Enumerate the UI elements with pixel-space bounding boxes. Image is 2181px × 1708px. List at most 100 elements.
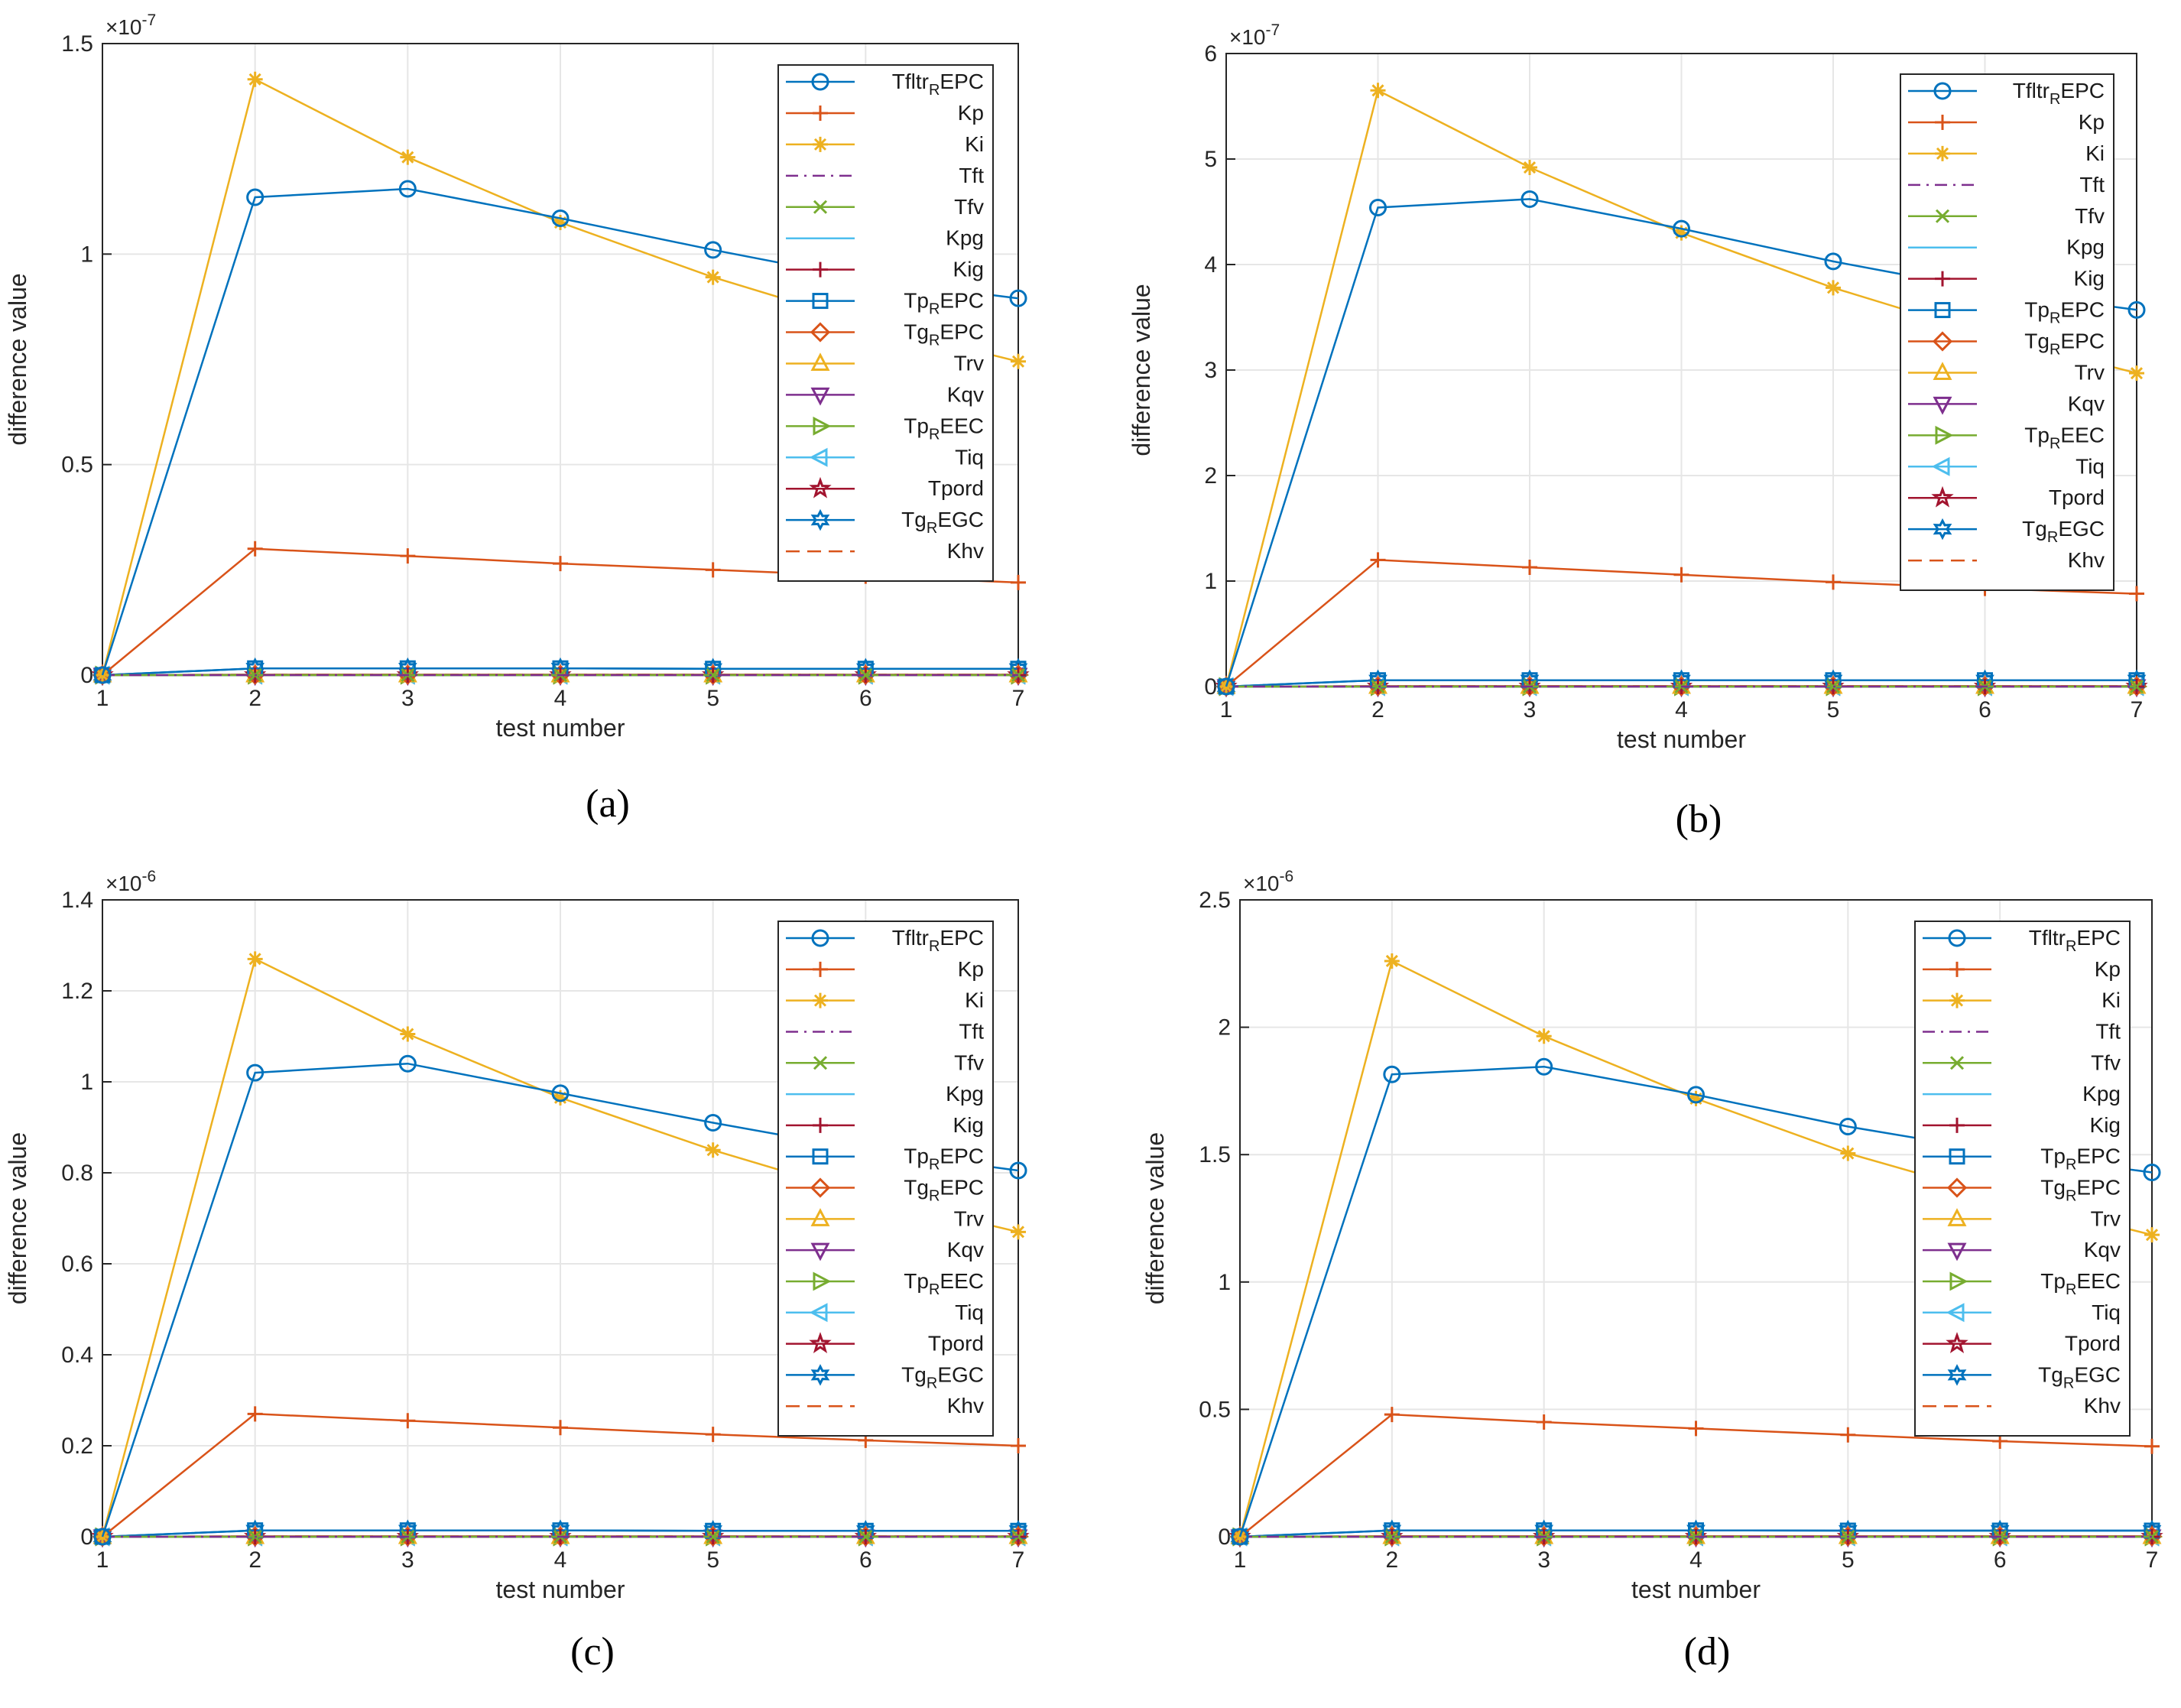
data-point-TgREPC [1008, 664, 1029, 685]
y-axis-title: difference value [1141, 1132, 1169, 1304]
x-tick-label: 6 [859, 686, 872, 711]
data-point-Tfv [1371, 679, 1385, 694]
legend-label: TfltrREPC [2013, 79, 2105, 108]
legend-item: Trv [786, 351, 984, 375]
data-point-TfltrREPC [1687, 1086, 1705, 1104]
legend-marker [810, 1242, 830, 1262]
legend-item: TgREGC [1923, 1362, 2121, 1391]
data-point-Kp [705, 1427, 721, 1443]
x-tick-label: 3 [401, 686, 414, 711]
legend-item: TfltrREPC [786, 70, 984, 99]
legend-item: Kpg [1908, 235, 2105, 259]
legend-item: Tiq [1908, 454, 2105, 478]
legend-marker [1935, 209, 1950, 223]
legend-marker [813, 200, 828, 214]
legend-label: Trv [2091, 1206, 2121, 1230]
data-point-Tfv [706, 1529, 720, 1544]
legend-label: Tft [2095, 1019, 2121, 1043]
y-axis-title: difference value [1128, 284, 1155, 456]
x-tick-label: 6 [859, 1547, 872, 1573]
data-point-TgREPC [855, 1526, 876, 1547]
data-point-Kp [705, 562, 721, 578]
data-point-Kp [1840, 1427, 1856, 1443]
legend-item: Trv [1923, 1206, 2121, 1230]
legend-marker [809, 1303, 828, 1323]
data-point-TgREPC [1008, 1526, 1029, 1547]
y-tick-label: 1 [1218, 1270, 1231, 1295]
y-tick-label: 2.5 [1199, 888, 1231, 913]
panel-caption: (c) [570, 1630, 615, 1674]
legend-label: TpREEC [904, 1269, 984, 1298]
x-tick-label: 4 [554, 686, 567, 711]
legend-label: Tpord [928, 476, 984, 500]
data-point-Kp [553, 556, 568, 572]
legend-item: Tft [786, 164, 984, 187]
legend-marker [1949, 1271, 1968, 1291]
legend-item: TpREPC [786, 289, 984, 318]
legend-label: Kqv [947, 1238, 984, 1262]
legend-item: Kp [786, 101, 984, 125]
data-point-Ki [1522, 160, 1537, 176]
data-point-TgREPC [398, 664, 418, 685]
data-point-TgREPC [1990, 1526, 2011, 1547]
data-point-Ki [247, 951, 263, 967]
legend-item: Kqv [1923, 1238, 2121, 1262]
legend-label: Tiq [2076, 454, 2105, 478]
legend-item: Tft [1908, 173, 2105, 196]
legend-label: Kp [958, 957, 984, 981]
legend-marker [1934, 302, 1951, 319]
data-point-TfltrREPC [1009, 1161, 1027, 1180]
y-tick-label: 2 [1204, 463, 1217, 489]
data-point-Kp [1011, 1438, 1026, 1453]
legend-item: Kig [1908, 267, 2105, 291]
data-point-Kp [1384, 1407, 1400, 1423]
legend-marker [1946, 1332, 1968, 1354]
data-point-TgREPC [703, 1526, 723, 1547]
legend-marker [1933, 82, 1952, 100]
data-point-TfltrREPC [551, 209, 570, 228]
data-point-TgREPC [550, 664, 571, 685]
legend-item: Kp [1908, 110, 2105, 134]
legend-item: TpREEC [786, 1269, 984, 1298]
data-point-TfltrREPC [551, 1084, 570, 1102]
legend-marker [812, 293, 829, 310]
legend-marker [1933, 518, 1952, 541]
legend-marker [1946, 1177, 1968, 1198]
data-point-Kp [1688, 1421, 1704, 1437]
legend-label: Kqv [2068, 391, 2105, 415]
x-tick-label: 5 [706, 686, 719, 711]
legend-item: Ki [786, 989, 984, 1012]
legend-label: Tpord [2065, 1332, 2121, 1356]
legend-marker [810, 322, 831, 343]
data-point-TgREPC [1381, 1526, 1402, 1547]
legend-label: Khv [947, 1394, 984, 1417]
legend-item: TgREPC [1923, 1176, 2121, 1205]
legend-box [777, 64, 994, 582]
y-tick-label: 0.6 [61, 1252, 93, 1277]
legend-label: TpREEC [2024, 423, 2105, 452]
y-tick-label: 0.2 [61, 1434, 93, 1459]
legend-item: Tiq [1923, 1300, 2121, 1324]
data-point-TfltrREPC [1231, 1528, 1249, 1546]
legend-label: TpREPC [904, 1145, 984, 1174]
data-point-Tfv [1384, 1529, 1399, 1544]
data-point-TfltrREPC [93, 1528, 112, 1546]
y-tick-label: 3 [1204, 358, 1217, 383]
x-tick-label: 4 [1689, 1547, 1702, 1573]
legend-marker [1949, 992, 1965, 1008]
x-tick-label: 4 [554, 1547, 567, 1573]
x-tick-label: 3 [401, 1547, 414, 1573]
legend-label: Ki [2085, 141, 2105, 165]
data-point-TgREPC [1519, 676, 1540, 697]
legend-label: Kig [953, 1113, 984, 1137]
x-tick-label: 6 [1978, 697, 1991, 722]
data-point-Ki [705, 269, 721, 285]
data-point-TfltrREPC [398, 1054, 417, 1073]
legend-label: Kpg [2082, 1082, 2121, 1106]
legend-item: Tpord [1923, 1332, 2121, 1356]
data-point-TfltrREPC [1383, 1065, 1401, 1083]
legend-label: TpREEC [904, 414, 984, 443]
y-tick-label: 1 [1204, 569, 1217, 594]
data-point-Ki [1673, 225, 1689, 241]
x-tick-label: 7 [1012, 1547, 1025, 1573]
